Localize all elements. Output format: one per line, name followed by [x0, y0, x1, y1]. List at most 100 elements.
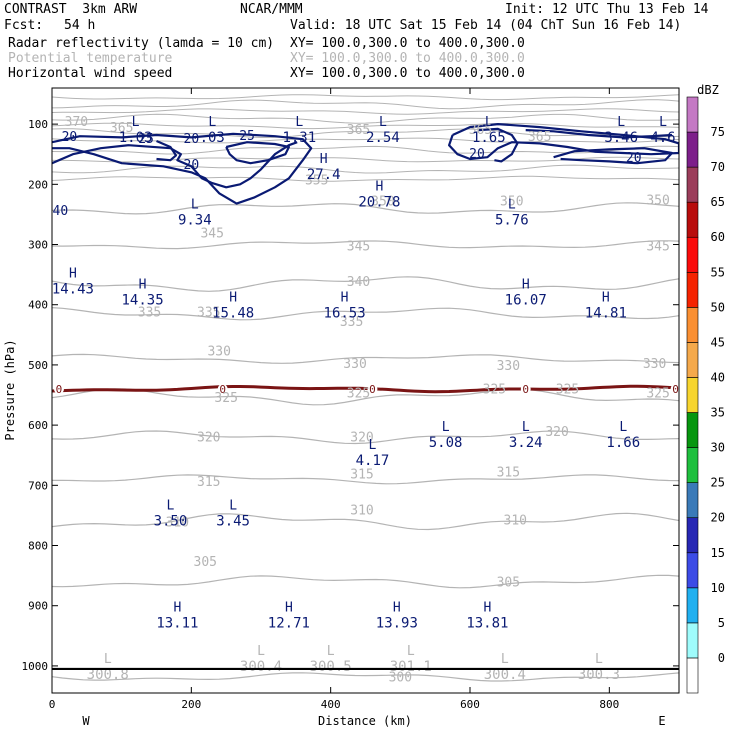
x-axis-label: Distance (km) — [318, 714, 412, 728]
extremum-type: L — [229, 498, 237, 513]
theta-contour-label: 305 — [497, 576, 520, 591]
freezing-level-label: 0 — [522, 383, 529, 396]
extremum-type: L — [501, 652, 509, 667]
y-tick-label: 300 — [28, 239, 48, 252]
colorbar-unit: dBZ — [697, 83, 719, 97]
theta-contour-label: 300 — [389, 671, 412, 686]
wind-contour-label: 20 — [62, 130, 78, 145]
theta-contour-line — [52, 307, 679, 321]
freezing-label-bg — [53, 383, 64, 394]
theta-contour-line — [52, 113, 679, 124]
field-xy-wind: XY= 100.0,300.0 to 400.0,300.0 — [290, 66, 525, 81]
colorbar-swatch — [686, 377, 699, 413]
forecast-hour: 54 h — [64, 18, 96, 33]
theta-contour-label: 370 — [65, 115, 88, 130]
freezing-level-label: 0 — [56, 383, 63, 396]
colorbar-level-label: 40 — [711, 370, 725, 384]
colorbar-level-label: 30 — [711, 441, 725, 455]
colorbar-level-label: 0 — [718, 651, 725, 665]
y-tick-label: 700 — [28, 479, 48, 492]
theta-contour-line — [52, 122, 679, 130]
extremum-type: L — [167, 498, 175, 513]
wind-contour-label: 20 — [626, 151, 642, 166]
extremum-value: 1.31 — [282, 130, 316, 146]
theta-contour-label: 365 — [347, 123, 370, 138]
field-xy-reflectivity: XY= 100.0,300.0 to 400.0,300.0 — [290, 36, 525, 51]
theta-contour-label: 335 — [340, 315, 363, 330]
colorbar-swatch — [686, 482, 699, 519]
extremum-type: L — [485, 115, 493, 130]
extremum-type: L — [442, 420, 450, 435]
extremum-type: L — [659, 115, 667, 130]
extremum-value: 3.50 — [154, 513, 188, 529]
extremum-type: L — [208, 115, 216, 130]
theta-contour-label: 335 — [138, 305, 161, 320]
colorbar-level-label: 10 — [711, 581, 725, 595]
extremum-value: 13.11 — [156, 616, 198, 632]
theta-contour-line — [52, 672, 679, 682]
extremum-value: 4.17 — [356, 453, 390, 469]
freezing-level: 0 0 0 0 0 — [52, 383, 679, 396]
extremum-value: 27.4 — [307, 167, 341, 183]
field-xy-theta: XY= 100.0,300.0 to 400.0,300.0 — [290, 51, 525, 66]
wind-contour-label: 20 — [184, 158, 200, 173]
plot-frame — [51, 87, 680, 694]
forecast-label: Fcst: — [4, 18, 44, 33]
theta-contour-label: 315 — [350, 467, 373, 482]
freezing-label-bg — [670, 383, 679, 394]
freezing-label-bg — [367, 383, 378, 394]
colorbar-swatch — [686, 622, 699, 659]
y-tick-label: 500 — [28, 359, 48, 372]
colorbar-swatch — [686, 587, 699, 624]
theta-contour-label: 320 — [350, 431, 373, 446]
theta-contour-label: 325 — [214, 391, 237, 406]
theta-contour-label: 330 — [497, 359, 520, 374]
theta-contour-line — [52, 353, 679, 364]
extremum-value: 14.81 — [585, 306, 627, 322]
theta-contour-line — [52, 574, 679, 589]
extremum-value: 3.24 — [509, 435, 543, 451]
extremum-value: 1.65 — [472, 130, 506, 146]
theta-contour-label: 365 — [528, 130, 551, 145]
extremum-value: 16.07 — [505, 292, 547, 308]
colorbar-swatch — [686, 412, 699, 448]
colorbar-level-label: 60 — [711, 230, 725, 244]
wind-contour-line — [52, 141, 298, 189]
extremum-type: H — [285, 601, 293, 616]
extremum-value: .03 — [200, 130, 225, 146]
east-label: E — [658, 714, 665, 728]
colorbar-level-label: 15 — [711, 546, 725, 560]
y-tick-label: 100 — [28, 118, 48, 131]
extremum-type: L — [595, 652, 603, 667]
extremum-type: L — [257, 644, 265, 659]
theta-contour-line — [52, 108, 679, 115]
theta-contour-line — [52, 202, 679, 215]
extremum-type: L — [295, 115, 303, 130]
extremum-type: L — [369, 438, 377, 453]
theta-contour-label: 325 — [556, 382, 579, 397]
freezing-label-bg — [520, 383, 531, 394]
theta-contour-line — [52, 175, 679, 182]
theta-contour-label: 330 — [207, 344, 230, 359]
theta-contour-line — [52, 164, 679, 174]
extremum-value: 300.4 — [484, 667, 526, 683]
extremum-type: H — [173, 601, 181, 616]
wind-contour-line — [525, 129, 673, 139]
extremum-type: L — [619, 420, 627, 435]
wind-contour-label: 25 — [138, 132, 154, 147]
colorbar-level-label: 35 — [711, 406, 725, 420]
wind-contour-lines — [52, 123, 679, 205]
theta-contour-label: 325 — [483, 382, 506, 397]
extremum-value: 3.45 — [216, 513, 250, 529]
theta-contour-label: 310 — [504, 514, 527, 529]
wind-contour-line — [448, 123, 679, 161]
freezing-level-label: 0 — [672, 383, 679, 396]
colorbar-level-label: 20 — [711, 511, 725, 525]
extremum-type: L — [617, 115, 625, 130]
y-tick-label: 1000 — [22, 660, 49, 673]
wind-contour-label: 40 — [53, 204, 69, 219]
extremum-value: 300.5 — [310, 659, 352, 675]
wind-contour-label: 20 — [469, 147, 485, 162]
theta-contour-label: 315 — [497, 465, 520, 480]
